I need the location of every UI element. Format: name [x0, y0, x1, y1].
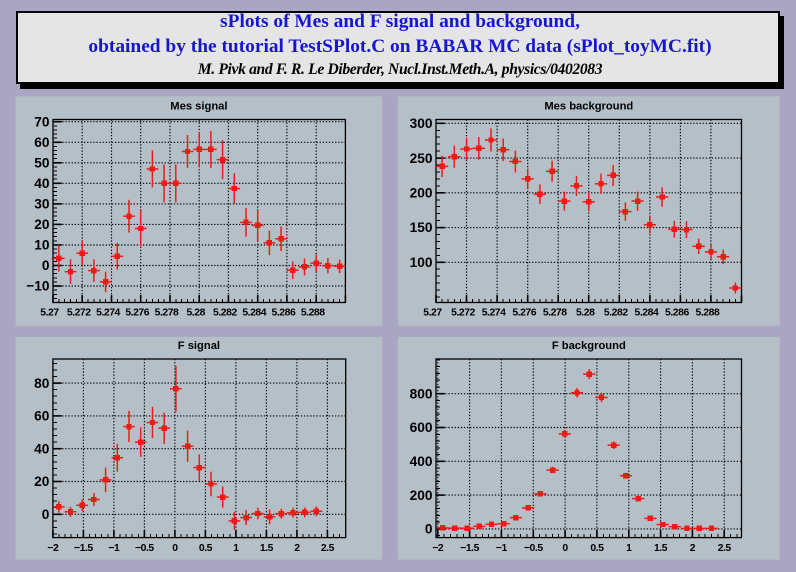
svg-text:1.5: 1.5	[260, 543, 274, 554]
svg-text:5.282: 5.282	[604, 308, 628, 319]
svg-text:200: 200	[410, 186, 433, 201]
svg-text:5.28: 5.28	[576, 308, 595, 319]
svg-text:5.288: 5.288	[696, 308, 720, 319]
svg-text:5.274: 5.274	[482, 308, 506, 319]
svg-text:1: 1	[626, 543, 632, 554]
svg-text:800: 800	[410, 386, 433, 401]
svg-text:5.28: 5.28	[186, 308, 205, 319]
svg-text:40: 40	[34, 176, 50, 191]
svg-text:Mes signal: Mes signal	[170, 100, 227, 112]
svg-text:300: 300	[410, 116, 433, 131]
svg-text:5.278: 5.278	[543, 308, 567, 319]
svg-text:5.284: 5.284	[242, 308, 266, 319]
svg-text:1: 1	[233, 543, 239, 554]
svg-text:600: 600	[410, 420, 433, 435]
svg-text:−1.5: −1.5	[74, 543, 93, 554]
svg-text:F signal: F signal	[178, 340, 220, 352]
svg-text:0: 0	[425, 522, 433, 537]
svg-text:200: 200	[410, 488, 433, 503]
svg-text:60: 60	[34, 135, 50, 150]
svg-text:−10: −10	[26, 279, 50, 294]
svg-text:5.286: 5.286	[665, 308, 689, 319]
svg-text:70: 70	[34, 114, 50, 129]
svg-text:−1: −1	[108, 543, 120, 554]
svg-text:5.274: 5.274	[96, 308, 120, 319]
svg-text:150: 150	[410, 220, 433, 235]
svg-text:2: 2	[690, 543, 696, 554]
svg-text:1.5: 1.5	[654, 543, 668, 554]
svg-text:0: 0	[172, 543, 178, 554]
svg-text:−0.5: −0.5	[524, 543, 543, 554]
svg-text:5.272: 5.272	[67, 308, 91, 319]
svg-text:20: 20	[34, 217, 50, 232]
svg-text:−2: −2	[47, 543, 59, 554]
svg-text:50: 50	[34, 156, 50, 171]
svg-text:0: 0	[562, 543, 568, 554]
svg-text:Mes background: Mes background	[544, 100, 633, 112]
svg-text:100: 100	[410, 255, 433, 270]
svg-text:0: 0	[42, 507, 50, 522]
svg-text:5.286: 5.286	[272, 308, 296, 319]
svg-text:−0.5: −0.5	[135, 543, 154, 554]
svg-text:5.288: 5.288	[301, 308, 325, 319]
svg-text:5.278: 5.278	[155, 308, 179, 319]
svg-text:F background: F background	[552, 340, 626, 352]
svg-text:40: 40	[34, 441, 50, 456]
svg-text:0.5: 0.5	[590, 543, 604, 554]
svg-text:−1.5: −1.5	[460, 543, 479, 554]
svg-text:5.276: 5.276	[512, 308, 536, 319]
svg-text:0: 0	[42, 258, 50, 273]
svg-text:5.284: 5.284	[635, 308, 659, 319]
svg-text:5.27: 5.27	[40, 308, 59, 319]
svg-text:−2: −2	[432, 543, 444, 554]
svg-text:2.5: 2.5	[718, 543, 732, 554]
svg-text:10: 10	[34, 238, 50, 253]
svg-text:−1: −1	[496, 543, 508, 554]
svg-text:30: 30	[34, 197, 50, 212]
svg-text:400: 400	[410, 454, 433, 469]
svg-text:2.5: 2.5	[321, 543, 335, 554]
svg-text:5.276: 5.276	[125, 308, 149, 319]
svg-text:80: 80	[34, 376, 50, 391]
svg-text:250: 250	[410, 151, 433, 166]
svg-text:60: 60	[34, 409, 50, 424]
svg-text:20: 20	[34, 474, 50, 489]
svg-text:5.27: 5.27	[423, 308, 442, 319]
svg-text:2: 2	[294, 543, 300, 554]
svg-text:5.282: 5.282	[213, 308, 237, 319]
svg-text:5.272: 5.272	[451, 308, 475, 319]
svg-text:0.5: 0.5	[199, 543, 213, 554]
